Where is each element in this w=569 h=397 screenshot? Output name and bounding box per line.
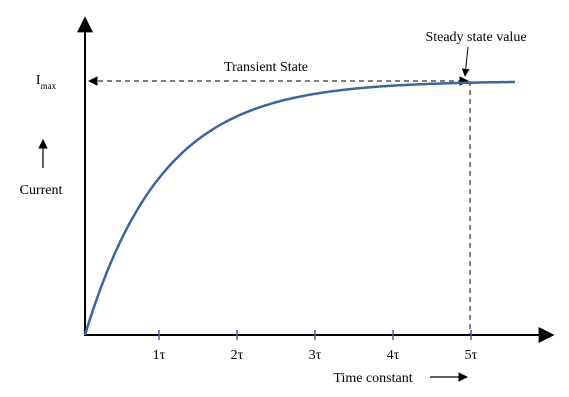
transient-label: Transient State xyxy=(224,60,308,75)
imax-main: I xyxy=(36,73,41,88)
x-axis-label: Time constant xyxy=(333,371,412,386)
x-tick-label: 2τ xyxy=(231,348,244,363)
x-tick-label: 4τ xyxy=(387,348,400,363)
x-tick-label: 5τ xyxy=(465,348,478,363)
steady-state-pointer xyxy=(461,46,470,77)
x-tick-label: 1τ xyxy=(153,348,166,363)
x-tick-label: 3τ xyxy=(309,348,322,363)
imax-sub: max xyxy=(41,81,57,91)
current-curve xyxy=(83,80,515,336)
imax-label: Imax xyxy=(36,73,57,91)
x-ticks: 1τ 2τ 3τ 4τ 5τ xyxy=(153,330,478,363)
y-axis-label: Current xyxy=(20,183,63,198)
steady-state-label: Steady state value xyxy=(425,30,526,45)
